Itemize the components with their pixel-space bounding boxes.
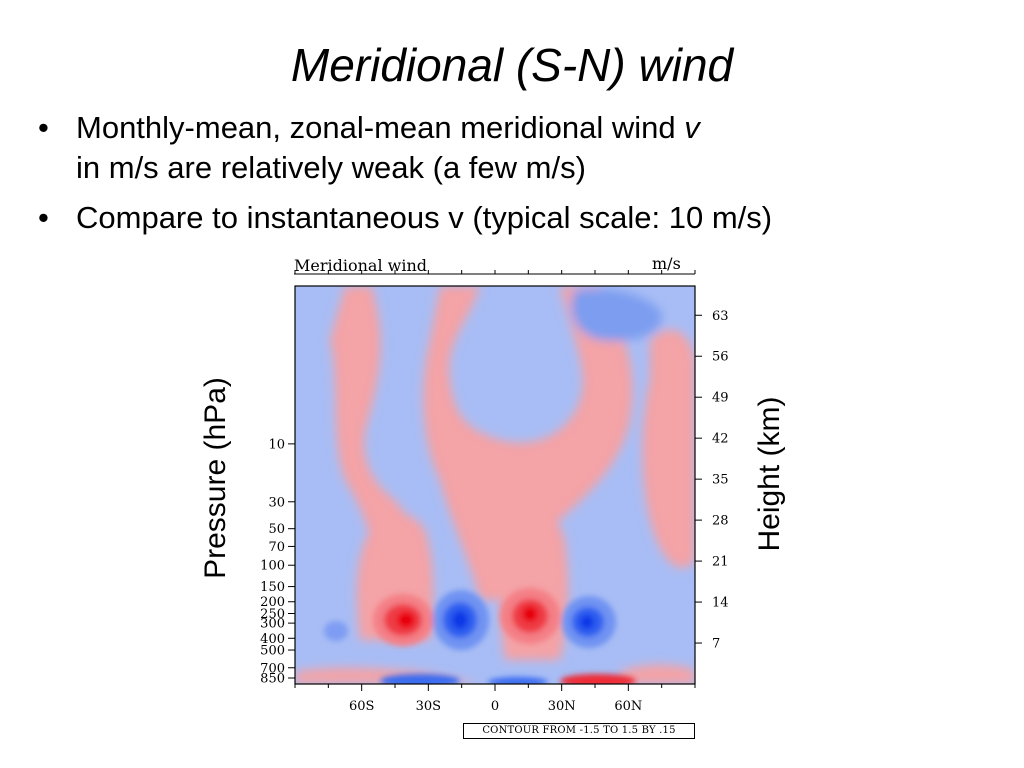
pressure-tick-label: 30 (268, 495, 285, 510)
cores (324, 588, 636, 684)
height-tick-label: 28 (712, 514, 729, 529)
height-tick-label: 49 (712, 391, 729, 406)
pressure-tick-label: 150 (260, 580, 285, 595)
bullet-list: • Monthly-mean, zonal-mean meridional wi… (38, 108, 998, 248)
pressure-tick-label: 850 (260, 672, 285, 687)
pressure-tick-label: 400 (260, 632, 285, 647)
height-tick-label: 63 (712, 309, 729, 324)
x-tick-label: 60S (349, 699, 374, 714)
positive-region-center (423, 286, 633, 600)
x-tick-label: 0 (491, 699, 499, 714)
core-negative-southern-peak (452, 611, 468, 629)
bullet-2-text: Compare to instantaneous v (typical scal… (76, 200, 773, 235)
height-axis-ticks: 7 14 21 28 35 42 49 56 63 (695, 309, 729, 652)
height-tick-label: 21 (712, 555, 729, 570)
height-tick-label: 42 (712, 432, 729, 447)
height-tick-label: 14 (712, 596, 729, 611)
core-positive-northern-peak (522, 606, 538, 622)
pressure-tick-label: 500 (260, 644, 285, 659)
core-positive-southern-peak (397, 612, 415, 628)
top-tick-marks (294, 270, 696, 274)
pressure-tick-label: 70 (268, 540, 285, 555)
core-positive-surface-north (560, 674, 636, 684)
height-tick-label: 56 (712, 350, 729, 365)
bullet-1-italic: v (684, 110, 700, 145)
x-tick-label: 60N (614, 699, 642, 714)
core-negative-small-south (324, 621, 348, 641)
x-axis-ticks: 60S 30S 0 30N 60N (294, 684, 696, 714)
pressure-tick-label: 700 (260, 661, 285, 676)
slide-title: Meridional (S-N) wind (290, 39, 734, 91)
bullet-item-2: • Compare to instantaneous v (typical sc… (38, 198, 998, 238)
x-tick-label: 30S (416, 699, 441, 714)
pressure-tick-label: 300 (260, 617, 285, 632)
heatmap-field (295, 286, 695, 684)
bullet-dot-icon: • (38, 200, 49, 235)
x-tick-label: 30N (548, 699, 576, 714)
core-negative-northern-peak (580, 615, 594, 629)
pressure-tick-label: 100 (260, 559, 285, 574)
bullet-item-1: • Monthly-mean, zonal-mean meridional wi… (38, 108, 998, 188)
pressure-tick-label: 10 (268, 437, 285, 452)
plot-units: m/s (652, 254, 681, 273)
bullet-1-text: Monthly-mean, zonal-mean meridional wind (76, 110, 685, 145)
pressure-tick-label: 250 (260, 607, 285, 622)
bullet-1-line2: in m/s are relatively weak (a few m/s) (76, 150, 586, 185)
contour-info-box: CONTOUR FROM -1.5 TO 1.5 BY .15 (463, 723, 695, 739)
pressure-tick-label: 50 (268, 522, 285, 537)
negative-region-top-right (571, 288, 662, 341)
bullet-dot-icon: • (38, 110, 49, 145)
core-negative-surface-equator (488, 677, 548, 684)
positive-region-surface-north (620, 664, 695, 684)
height-tick-label: 35 (712, 473, 729, 488)
height-tick-label: 7 (712, 637, 720, 652)
pressure-tick-label: 200 (260, 595, 285, 610)
positive-region-northern-edge (642, 329, 695, 568)
core-negative-surface-south (380, 674, 460, 684)
plot-title: Meridional wind (294, 256, 428, 275)
